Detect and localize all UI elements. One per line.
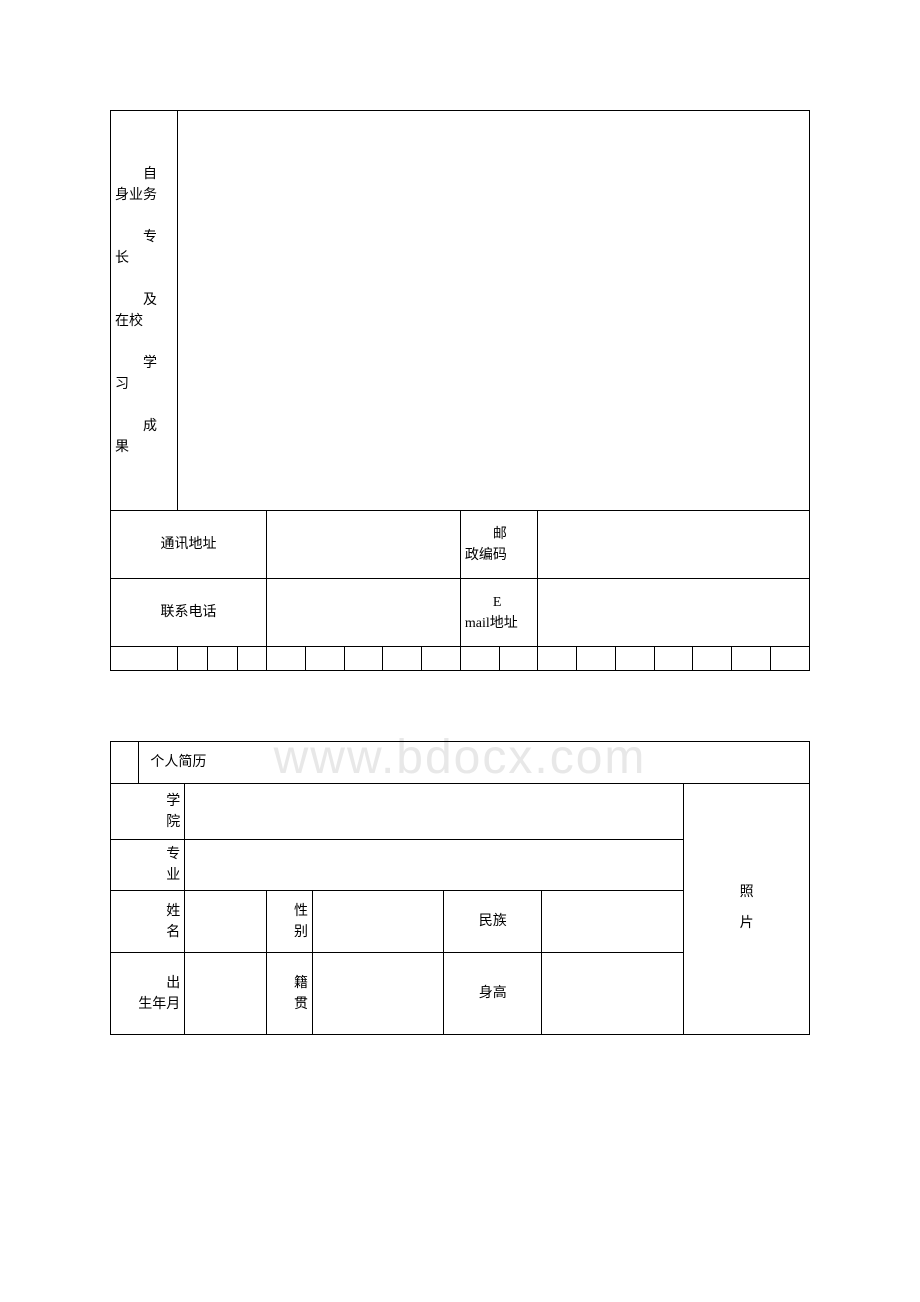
form-table-2: 个人简历 学院 照片 专业 姓名 性别 民族 出生年月 籍贯 身高 bbox=[110, 741, 810, 1035]
postcode-value-cell bbox=[538, 511, 810, 579]
postcode-label-cell: 邮政编码 bbox=[460, 511, 538, 579]
dob-label-cell: 出生年月 bbox=[111, 953, 185, 1035]
blank-cell bbox=[344, 647, 383, 671]
specialty-line3: 及 bbox=[115, 290, 173, 311]
blank-cell bbox=[499, 647, 538, 671]
specialty-line3b: 在校 bbox=[115, 314, 143, 329]
specialty-line5: 成 bbox=[115, 416, 173, 437]
major-value-cell bbox=[185, 840, 684, 891]
blank-cell bbox=[207, 647, 237, 671]
title-cell-left bbox=[111, 742, 139, 784]
gender-value-cell bbox=[313, 891, 444, 953]
blank-cell bbox=[654, 647, 693, 671]
specialty-line5b: 果 bbox=[115, 440, 129, 455]
specialty-line1b: 身业务 bbox=[115, 188, 157, 203]
specialty-line1: 自 bbox=[115, 164, 173, 185]
photo-cell: 照片 bbox=[684, 784, 810, 1035]
major-label-cell: 专业 bbox=[111, 840, 185, 891]
blank-cell bbox=[422, 647, 461, 671]
blank-cell bbox=[383, 647, 422, 671]
specialty-value-cell bbox=[177, 111, 809, 511]
height-label-cell: 身高 bbox=[444, 953, 542, 1035]
specialty-line4b: 习 bbox=[115, 377, 129, 392]
blank-cell bbox=[305, 647, 344, 671]
blank-cell bbox=[732, 647, 771, 671]
name-value-cell bbox=[185, 891, 267, 953]
specialty-label-cell: 自 身业务 专 长 及 在校 学 习 成 果 bbox=[111, 111, 178, 511]
specialty-line2b: 长 bbox=[115, 251, 129, 266]
dob-value-cell bbox=[185, 953, 267, 1035]
native-value-cell bbox=[313, 953, 444, 1035]
gender-label-cell: 性别 bbox=[267, 891, 313, 953]
blank-cell bbox=[111, 647, 178, 671]
school-label-cell: 学院 bbox=[111, 784, 185, 840]
blank-cell bbox=[538, 647, 577, 671]
address-value-cell bbox=[267, 511, 461, 579]
blank-cell bbox=[577, 647, 616, 671]
title-cell: 个人简历 bbox=[139, 742, 810, 784]
blank-cell bbox=[238, 647, 267, 671]
blank-cell bbox=[693, 647, 732, 671]
blank-cell bbox=[267, 647, 306, 671]
native-label-cell: 籍贯 bbox=[267, 953, 313, 1035]
email-value-cell bbox=[538, 579, 810, 647]
blank-cell bbox=[615, 647, 654, 671]
form-table-1: 自 身业务 专 长 及 在校 学 习 成 果 通讯地址 邮政编码 联系电话 bbox=[110, 110, 810, 671]
phone-label-cell: 联系电话 bbox=[111, 579, 267, 647]
blank-cell bbox=[460, 647, 499, 671]
school-value-cell bbox=[185, 784, 684, 840]
blank-cell bbox=[177, 647, 207, 671]
address-label-cell: 通讯地址 bbox=[111, 511, 267, 579]
blank-cell bbox=[770, 647, 809, 671]
name-label-cell: 姓名 bbox=[111, 891, 185, 953]
email-label-cell: Email地址 bbox=[460, 579, 538, 647]
ethnic-label-cell: 民族 bbox=[444, 891, 542, 953]
specialty-line2: 专 bbox=[115, 227, 173, 248]
height-value-cell bbox=[542, 953, 684, 1035]
phone-value-cell bbox=[267, 579, 461, 647]
ethnic-value-cell bbox=[542, 891, 684, 953]
specialty-line4: 学 bbox=[115, 353, 173, 374]
